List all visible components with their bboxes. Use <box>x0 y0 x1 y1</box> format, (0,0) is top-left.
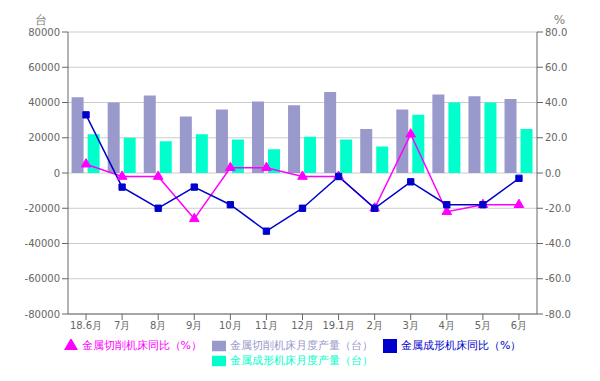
svg-text:%: % <box>554 13 565 27</box>
svg-text:0.0: 0.0 <box>545 168 561 179</box>
svg-text:5月: 5月 <box>475 320 491 331</box>
svg-text:20.0: 20.0 <box>545 132 567 143</box>
svg-text:9月: 9月 <box>186 320 202 331</box>
svg-text:11月: 11月 <box>255 320 278 331</box>
svg-text:7月: 7月 <box>114 320 130 331</box>
svg-text:-60000: -60000 <box>25 273 60 284</box>
svg-text:3月: 3月 <box>403 320 419 331</box>
svg-text:-80.0: -80.0 <box>545 309 571 320</box>
svg-text:0: 0 <box>54 168 60 179</box>
svg-text:8月: 8月 <box>150 320 166 331</box>
svg-text:80000: 80000 <box>28 27 60 38</box>
svg-text:-20.0: -20.0 <box>545 203 571 214</box>
svg-text:40.0: 40.0 <box>545 97 567 108</box>
svg-text:10月: 10月 <box>219 320 242 331</box>
svg-text:-40000: -40000 <box>25 238 60 249</box>
html-text:金属切削机床月度产量（台）: 金属切削机床月度产量（台） <box>230 339 373 352</box>
svg-text:20000: 20000 <box>28 132 60 143</box>
svg-text:台: 台 <box>35 13 47 27</box>
svg-text:40000: 40000 <box>28 97 60 108</box>
svg-text:4月: 4月 <box>439 320 455 331</box>
svg-text:80.0: 80.0 <box>545 27 567 38</box>
svg-text:12月: 12月 <box>291 320 314 331</box>
svg-text:18.6月: 18.6月 <box>70 320 102 331</box>
svg-text:-40.0: -40.0 <box>545 238 571 249</box>
html-text:金属成形机床月度产量（台）: 金属成形机床月度产量（台） <box>230 354 373 367</box>
svg-text:6月: 6月 <box>511 320 527 331</box>
svg-text:60000: 60000 <box>28 62 60 73</box>
svg-text:60.0: 60.0 <box>545 62 567 73</box>
svg-text:-20000: -20000 <box>25 203 60 214</box>
html-text:金属成形机床同比（%）: 金属成形机床同比（%） <box>401 339 522 352</box>
svg-text:2月: 2月 <box>366 320 382 331</box>
svg-text:-80000: -80000 <box>25 309 60 320</box>
svg-text:19.1月: 19.1月 <box>322 320 354 331</box>
html-text:金属切削机床同比（%）: 金属切削机床同比（%） <box>81 339 202 352</box>
svg-text:-60.0: -60.0 <box>545 273 571 284</box>
